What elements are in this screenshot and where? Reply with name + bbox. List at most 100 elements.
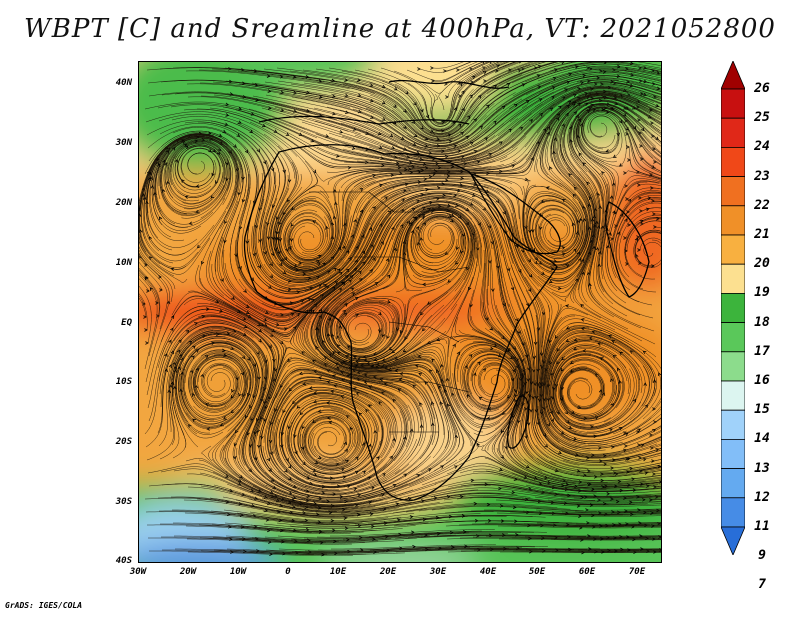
streamline-arrow [171, 147, 176, 151]
streamline [342, 533, 508, 540]
streamline [172, 143, 228, 196]
streamline [353, 185, 485, 253]
colorbar-box [721, 88, 745, 119]
streamline [417, 216, 455, 258]
streamline [143, 134, 190, 256]
streamline [510, 459, 661, 486]
streamline [184, 346, 254, 428]
streamline-arrow [330, 518, 335, 523]
streamline-arrow [406, 155, 411, 159]
streamline-arrow [611, 445, 615, 449]
streamline [187, 340, 258, 438]
streamline [282, 393, 378, 460]
streamline [170, 104, 329, 147]
streamline-arrow [280, 108, 285, 112]
streamline [550, 348, 628, 430]
colorbar-box [721, 263, 745, 294]
colorbar-label: 16 [754, 373, 770, 388]
streamline-arrow [212, 149, 216, 153]
streamline [509, 79, 661, 123]
streamline-arrow [638, 456, 642, 460]
streamline-arrow [599, 459, 603, 463]
streamline [252, 550, 418, 554]
streamline-arrow [476, 160, 481, 164]
streamline-arrow [430, 66, 434, 70]
streamline-arrow [572, 193, 577, 198]
streamline [560, 92, 661, 113]
streamline-arrow [456, 351, 460, 356]
colorbar-label: 20 [754, 256, 770, 272]
streamline-arrow [620, 547, 624, 552]
streamline [339, 172, 457, 241]
streamline-arrow [626, 145, 630, 149]
streamline [331, 253, 401, 357]
streamline [303, 393, 388, 481]
streamline [355, 382, 413, 487]
streamline-arrow [443, 388, 447, 393]
streamline-arrow [582, 162, 587, 166]
streamline [511, 472, 661, 490]
streamline [345, 312, 384, 351]
streamline-arrow [653, 550, 657, 554]
streamline [198, 459, 354, 508]
streamline-arrow [573, 338, 578, 342]
streamline [237, 186, 307, 304]
streamline-arrow [637, 443, 641, 447]
streamline [404, 71, 537, 137]
streamline-arrow [614, 224, 618, 228]
streamline [270, 210, 352, 275]
streamline-arrow [616, 74, 621, 78]
streamline [587, 418, 661, 446]
streamline [394, 535, 560, 540]
streamline-arrow [470, 141, 474, 146]
streamline [291, 96, 447, 150]
streamline [147, 126, 259, 200]
streamline [369, 187, 505, 226]
streamline [263, 458, 410, 495]
streamline [234, 380, 302, 501]
streamline-arrow [605, 149, 610, 153]
streamline [639, 183, 661, 187]
streamline [325, 230, 401, 358]
streamline [139, 149, 188, 284]
streamline-arrow [349, 275, 354, 279]
streamline [510, 329, 562, 471]
streamline-arrow [647, 196, 652, 200]
streamline [555, 359, 614, 425]
streamline [148, 312, 240, 422]
streamline-arrow [558, 105, 562, 109]
streamline [454, 342, 522, 420]
streamline [541, 305, 643, 381]
streamline [170, 142, 229, 219]
streamline-arrow [225, 102, 230, 107]
streamline-arrow [569, 360, 574, 364]
streamline-arrow [544, 444, 549, 448]
streamline [177, 145, 224, 205]
streamline-arrow [331, 94, 336, 98]
streamline [588, 170, 628, 317]
streamline-arrow [143, 196, 147, 201]
streamline [540, 212, 578, 252]
streamline-arrow [493, 343, 498, 347]
streamline [498, 278, 531, 438]
streamline [174, 483, 337, 512]
streamline [309, 413, 355, 462]
streamline-arrow [407, 497, 412, 501]
streamline [460, 85, 604, 162]
streamline-arrow [289, 510, 294, 515]
streamline [174, 144, 226, 210]
streamline [317, 391, 403, 487]
streamline [558, 363, 623, 422]
streamline-arrow [539, 213, 544, 217]
streamline-arrow [543, 433, 547, 437]
streamline [526, 195, 581, 256]
streamline-arrow [625, 67, 629, 71]
streamline-arrow [513, 477, 518, 481]
streamline [541, 95, 651, 176]
streamline-arrow [167, 389, 171, 394]
streamline [303, 180, 420, 279]
streamline [431, 506, 597, 512]
streamline [223, 355, 264, 491]
streamline [421, 93, 567, 162]
streamline [629, 94, 661, 108]
